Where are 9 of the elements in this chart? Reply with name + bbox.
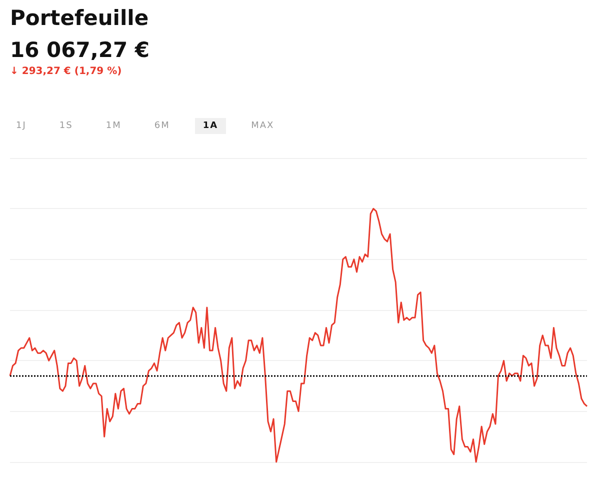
text: 1J	[15, 120, 28, 133]
chart-subtitle: 16 067,27 €	[10, 38, 150, 62]
text: 6M	[153, 120, 171, 133]
text: MAX	[250, 120, 276, 133]
text: 1M	[104, 120, 122, 133]
text: ↓ 293,27 € (1,79 %)	[10, 66, 123, 77]
text: 1S	[58, 120, 74, 133]
text: 1A	[194, 118, 226, 134]
chart-title: Portefeuille	[10, 6, 150, 30]
